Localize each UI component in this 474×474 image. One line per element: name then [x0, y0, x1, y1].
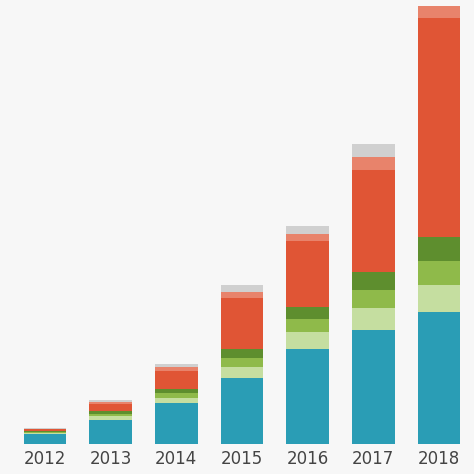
Bar — [220, 358, 263, 367]
Bar — [155, 398, 198, 403]
Bar — [220, 348, 263, 358]
Bar — [418, 312, 460, 444]
Bar — [24, 429, 66, 431]
Bar — [155, 389, 198, 393]
Bar — [418, 261, 460, 285]
Bar — [418, 2, 460, 18]
Bar — [89, 402, 132, 404]
Bar — [89, 411, 132, 414]
Bar — [89, 404, 132, 411]
Bar — [220, 292, 263, 298]
Bar — [286, 227, 329, 234]
Bar — [286, 307, 329, 319]
Bar — [24, 428, 66, 429]
Bar — [286, 348, 329, 444]
Bar — [352, 144, 394, 157]
Bar — [24, 432, 66, 433]
Bar — [286, 332, 329, 348]
Bar — [352, 290, 394, 309]
Bar — [286, 234, 329, 241]
Bar — [220, 367, 263, 378]
Bar — [89, 417, 132, 420]
Bar — [155, 403, 198, 444]
Bar — [418, 18, 460, 237]
Bar — [352, 330, 394, 444]
Bar — [418, 285, 460, 312]
Bar — [89, 420, 132, 444]
Bar — [24, 431, 66, 432]
Bar — [286, 241, 329, 307]
Bar — [352, 309, 394, 330]
Bar — [24, 433, 66, 434]
Bar — [155, 367, 198, 371]
Bar — [352, 170, 394, 272]
Bar — [89, 414, 132, 417]
Bar — [155, 371, 198, 389]
Bar — [89, 400, 132, 402]
Bar — [155, 364, 198, 367]
Bar — [155, 393, 198, 398]
Bar — [418, 0, 460, 2]
Bar — [352, 272, 394, 290]
Bar — [24, 434, 66, 444]
Bar — [220, 378, 263, 444]
Bar — [220, 298, 263, 348]
Bar — [352, 157, 394, 170]
Bar — [220, 285, 263, 292]
Bar — [418, 237, 460, 261]
Bar — [286, 319, 329, 332]
